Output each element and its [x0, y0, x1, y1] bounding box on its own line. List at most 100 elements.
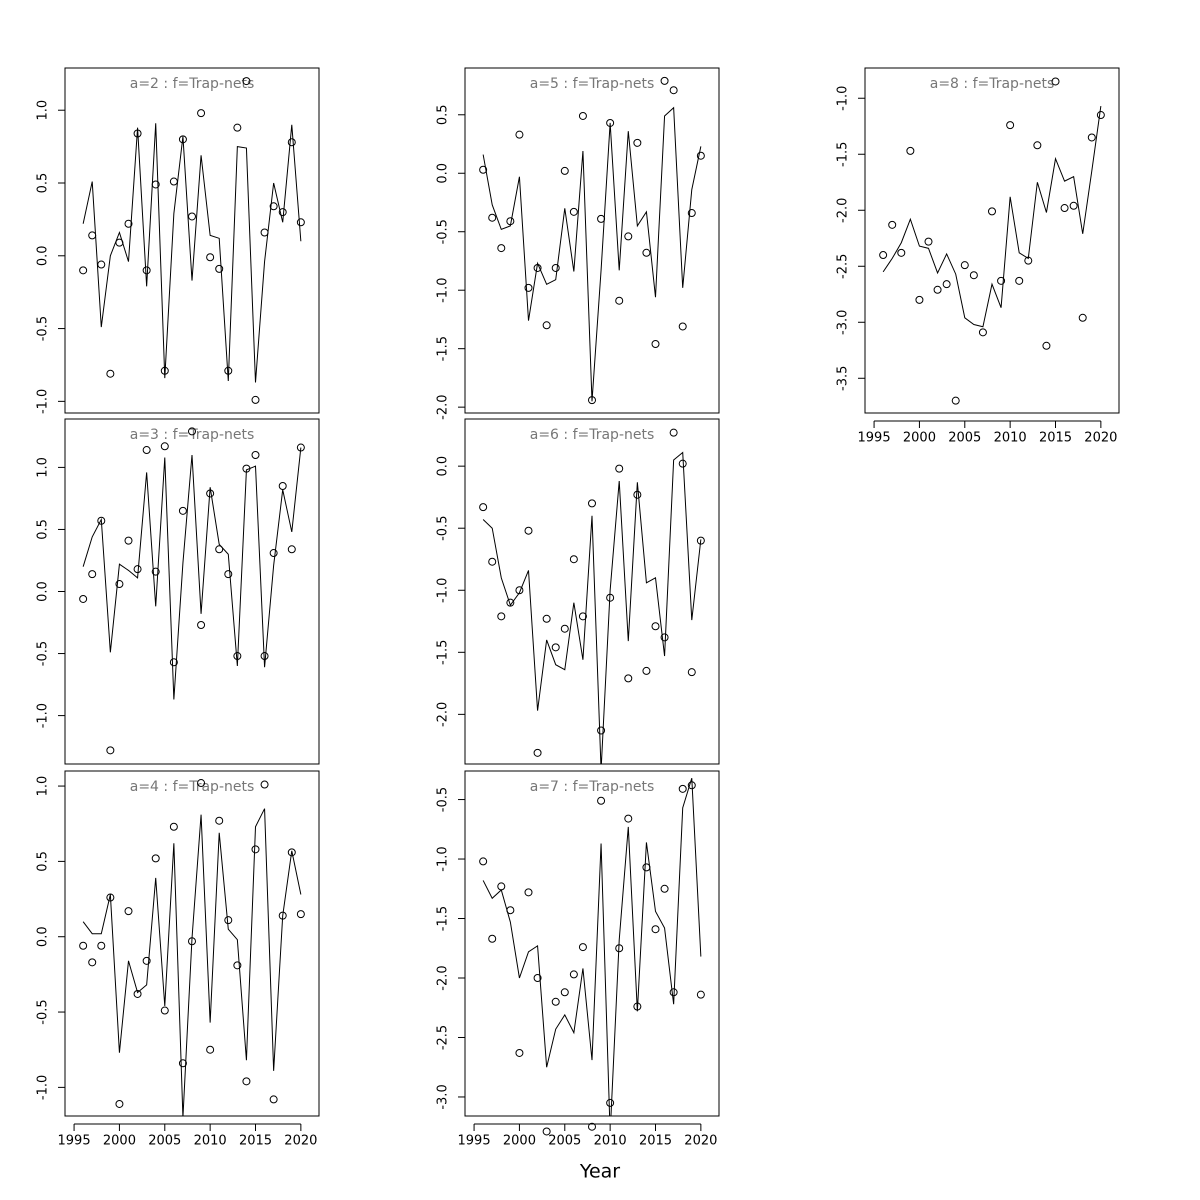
panel-frame: [64, 770, 320, 1117]
observed-point: [206, 1045, 215, 1054]
fitted-line: [482, 777, 702, 1116]
y-tick-label: -2.0: [436, 702, 451, 727]
observed-point: [1069, 201, 1078, 210]
observed-point: [651, 925, 660, 934]
observed-point: [933, 285, 942, 294]
fitted-line: [82, 123, 302, 383]
observed-point: [142, 266, 151, 275]
observed-point: [1033, 141, 1042, 150]
y-tick-label: -1.5: [436, 640, 451, 665]
fitted-line: [482, 106, 702, 402]
observed-point: [578, 111, 587, 120]
panel-frame: [464, 418, 720, 765]
y-tick-label: -1.5: [436, 336, 451, 361]
observed-point: [660, 884, 669, 893]
observed-point: [988, 207, 996, 216]
observed-point: [479, 165, 488, 174]
observed-point: [124, 907, 133, 916]
observed-point: [287, 138, 296, 147]
observed-point: [488, 213, 497, 222]
observed-point: [606, 1098, 615, 1107]
observed-point: [206, 253, 215, 262]
x-tick-label: 1995: [58, 1134, 91, 1149]
x-tick-label: 2015: [239, 1134, 272, 1149]
observed-point: [1078, 313, 1087, 322]
observed-point: [1051, 77, 1060, 86]
observed-point: [533, 974, 542, 982]
observed-point: [151, 854, 160, 863]
x-tick-label: 2005: [948, 431, 981, 446]
y-tick-label: 1.0: [36, 776, 51, 797]
observed-point: [578, 943, 587, 952]
observed-point: [488, 934, 497, 943]
panel: a=8 : f=Trap-nets -3.5 -3.0 -2.5 -2.0 -1.5 -1.…: [836, 67, 1120, 446]
panel-frame: [464, 67, 720, 414]
observed-point: [215, 816, 224, 825]
observed-point: [560, 988, 569, 997]
y-tick-label: -0.5: [436, 787, 451, 812]
observed-point: [624, 674, 633, 683]
observed-point: [1015, 276, 1024, 285]
observed-point: [160, 442, 169, 451]
observed-point: [533, 748, 542, 757]
observed-point: [260, 780, 269, 789]
observed-point: [997, 276, 1006, 285]
x-tick-label: 2010: [594, 1134, 627, 1149]
observed-point: [515, 1048, 524, 1057]
observed-point: [178, 506, 187, 515]
observed-point: [1096, 111, 1105, 120]
observed-point: [560, 624, 569, 633]
observed-point: [633, 138, 642, 147]
observed-point: [687, 668, 696, 677]
observed-point: [79, 941, 88, 950]
fitted-line: [882, 106, 1102, 328]
x-tick-label: 2000: [103, 1134, 136, 1149]
observed-point: [524, 888, 533, 897]
observed-point: [506, 598, 515, 607]
observed-point: [651, 340, 660, 348]
observed-point: [597, 796, 606, 805]
panel: a=2 : f=Trap-nets -1.0 -0.5 0.0 0.5 1.0: [36, 67, 320, 414]
observed-point: [879, 251, 888, 260]
x-tick-label: 2005: [548, 1134, 581, 1149]
panel-frame: [864, 67, 1120, 414]
observed-point: [588, 1122, 596, 1131]
observed-point: [951, 396, 960, 405]
observed-point: [515, 586, 524, 595]
panel: a=4 : f=Trap-nets -1.0 -0.5 0.0 0.5 1.0 1995 20…: [36, 770, 320, 1149]
observed-point: [1087, 133, 1096, 142]
observed-point: [615, 464, 624, 473]
x-tick-label: 2020: [284, 1134, 317, 1149]
observed-point: [151, 567, 160, 576]
panel-title: a=7 : f=Trap-nets: [530, 779, 655, 795]
observed-point: [624, 232, 633, 241]
observed-point: [915, 295, 924, 304]
observed-point: [169, 658, 178, 667]
y-tick-label: -2.0: [436, 394, 451, 419]
y-tick-label: -1.0: [836, 86, 851, 111]
observed-point: [678, 322, 687, 331]
observed-point: [278, 482, 287, 491]
observed-point: [251, 395, 260, 404]
x-tick-label: 2015: [1039, 431, 1072, 446]
observed-point: [560, 166, 569, 175]
observed-point: [142, 446, 151, 455]
y-tick-label: -2.5: [836, 254, 851, 279]
observed-point: [215, 264, 224, 273]
observed-point: [569, 970, 578, 979]
y-tick-label: -2.0: [836, 198, 851, 223]
panel: a=7 : f=Trap-nets -3.0 -2.5 -2.0 -1.5 -1.0 -0.…: [436, 770, 720, 1149]
y-tick-label: -1.0: [36, 703, 51, 728]
observed-point: [133, 989, 142, 998]
y-tick-label: -3.0: [436, 1084, 451, 1109]
observed-point: [160, 1006, 169, 1015]
observed-point: [906, 146, 915, 155]
observed-point: [242, 77, 251, 86]
panel-title: a=5 : f=Trap-nets: [530, 76, 655, 92]
y-tick-label: 0.0: [36, 926, 51, 947]
y-tick-label: 0.5: [36, 519, 51, 540]
observed-point: [233, 961, 242, 970]
y-tick-label: 0.0: [36, 245, 51, 266]
y-tick-label: 1.0: [36, 100, 51, 121]
